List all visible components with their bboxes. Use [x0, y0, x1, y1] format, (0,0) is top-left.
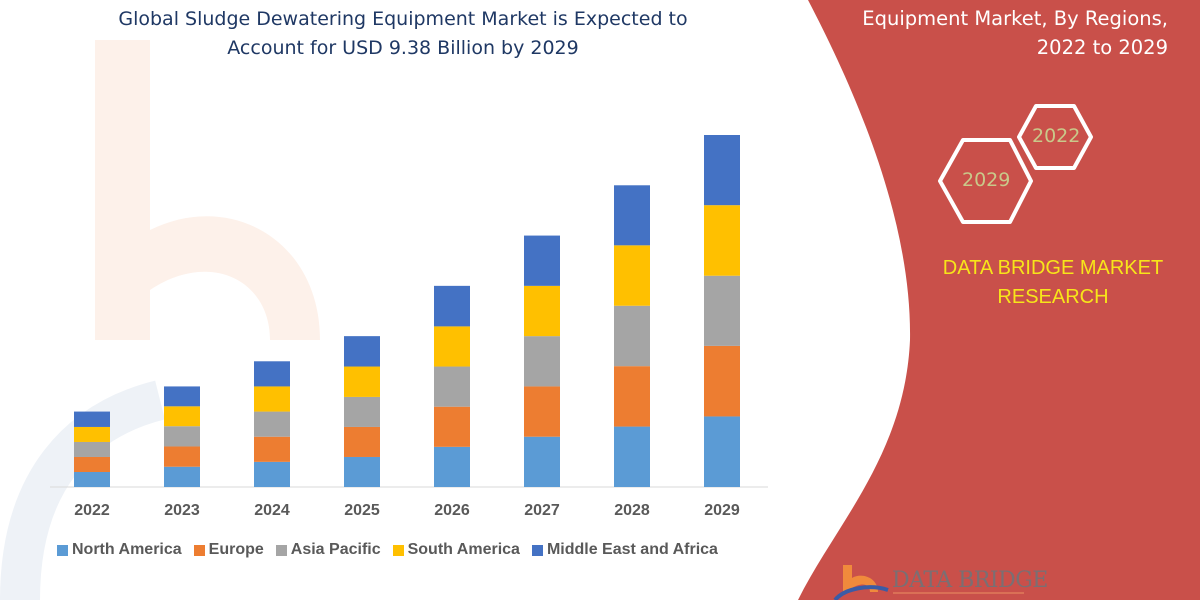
- legend-label: Asia Pacific: [290, 541, 381, 558]
- legend-swatch: [193, 544, 205, 556]
- bar-segment-2023-south-america: [164, 406, 200, 427]
- logo-text: DATA BRIDGE: [892, 568, 1048, 593]
- bar-segment-2028-middle-east-and-africa: [614, 185, 650, 246]
- bar-segment-2023-europe: [164, 446, 200, 467]
- bar-segment-2026-middle-east-and-africa: [434, 285, 470, 327]
- bar-segment-2026-europe: [434, 406, 470, 447]
- x-tick-label: 2022: [74, 502, 110, 519]
- bar-segment-2025-south-america: [344, 366, 380, 397]
- bar-segment-2025-north-america: [344, 456, 380, 487]
- bar-segment-2025-europe: [344, 426, 380, 457]
- bar-segment-2028-europe: [614, 366, 650, 427]
- x-tick-label: 2028: [614, 502, 650, 519]
- bar-segment-2028-south-america: [614, 245, 650, 306]
- x-tick-label: 2026: [434, 502, 470, 519]
- bar-segment-2025-middle-east-and-africa: [344, 336, 380, 367]
- watermark-logo-icon: [95, 40, 320, 340]
- legend-item: North America: [57, 541, 182, 559]
- bar-segment-2023-middle-east-and-africa: [164, 386, 200, 407]
- bar-segment-2028-asia-pacific: [614, 305, 650, 367]
- bar-segment-2029-asia-pacific: [704, 275, 740, 346]
- bar-segment-2027-europe: [524, 386, 560, 437]
- bar-segment-2023-asia-pacific: [164, 426, 200, 447]
- bar-segment-2029-europe: [704, 345, 740, 417]
- bar-segment-2024-middle-east-and-africa: [254, 361, 290, 387]
- x-tick-label: 2027: [524, 502, 560, 519]
- bar-segment-2025-asia-pacific: [344, 396, 380, 427]
- bar-segment-2026-south-america: [434, 326, 470, 367]
- legend-swatch: [57, 544, 68, 556]
- bars-group: [74, 135, 740, 487]
- legend-label: Middle East and Africa: [546, 541, 718, 558]
- bar-segment-2022-middle-east-and-africa: [74, 411, 110, 427]
- legend-item: South America: [392, 541, 520, 559]
- bar-segment-2024-north-america: [254, 461, 290, 487]
- bar-segment-2022-south-america: [74, 426, 110, 442]
- bar-segment-2022-north-america: [74, 471, 110, 487]
- panel-title-line2: 2022 to 2029: [1036, 36, 1168, 59]
- legend-item: Middle East and Africa: [531, 541, 718, 559]
- hex-label-2022: 2022: [1032, 125, 1081, 147]
- bar-segment-2029-south-america: [704, 205, 740, 276]
- bar-segment-2023-north-america: [164, 466, 200, 487]
- legend-swatch: [392, 544, 404, 556]
- watermark-arc-icon: [0, 380, 166, 600]
- legend-swatch: [275, 544, 287, 556]
- bar-segment-2022-europe: [74, 456, 110, 472]
- panel-title-line1: Equipment Market, By Regions,: [862, 7, 1168, 30]
- legend: North America Europe Asia Pacific South Ame…: [57, 541, 718, 559]
- bar-segment-2024-asia-pacific: [254, 411, 290, 437]
- x-tick-label: 2024: [254, 502, 290, 519]
- hexagon-2029-icon: [938, 138, 1033, 224]
- bar-segment-2028-north-america: [614, 426, 650, 487]
- x-tick-label: 2025: [344, 502, 380, 519]
- brand-text: DATA BRIDGE MARKET RESEARCH: [915, 254, 1191, 312]
- brand-line2: RESEARCH: [997, 286, 1109, 308]
- bar-segment-2024-south-america: [254, 386, 290, 412]
- x-tick-label: 2029: [704, 502, 740, 519]
- bar-segment-2022-asia-pacific: [74, 441, 110, 457]
- brand-line1: DATA BRIDGE MARKET: [942, 257, 1164, 279]
- bar-segment-2027-south-america: [524, 285, 560, 337]
- legend-item: Asia Pacific: [275, 541, 381, 559]
- chart-title: Global Sludge Dewatering Equipment Marke…: [60, 5, 746, 63]
- bar-segment-2026-north-america: [434, 446, 470, 487]
- hexagon-2022-icon: [1017, 104, 1093, 170]
- hex-label-2029: 2029: [962, 169, 1011, 191]
- chart-title-line2: Account for USD 9.38 Billion by 2029: [227, 37, 579, 59]
- legend-label: Europe: [208, 541, 264, 558]
- legend-label: North America: [72, 541, 182, 558]
- bar-segment-2029-north-america: [704, 416, 740, 487]
- red-panel: [798, 0, 1200, 600]
- bar-segment-2024-europe: [254, 436, 290, 462]
- bar-segment-2027-middle-east-and-africa: [524, 235, 560, 286]
- bar-segment-2027-north-america: [524, 436, 560, 487]
- legend-label: South America: [407, 541, 520, 558]
- x-tick-label: 2023: [164, 502, 200, 519]
- bar-segment-2027-asia-pacific: [524, 336, 560, 387]
- bar-segment-2026-asia-pacific: [434, 366, 470, 407]
- panel-title: Equipment Market, By Regions, 2022 to 20…: [862, 4, 1168, 62]
- legend-item: Europe: [193, 541, 264, 559]
- legend-swatch: [531, 544, 543, 556]
- logo-swoosh-icon: [833, 585, 889, 600]
- bar-segment-2029-middle-east-and-africa: [704, 135, 740, 206]
- chart-title-line1: Global Sludge Dewatering Equipment Marke…: [118, 8, 688, 30]
